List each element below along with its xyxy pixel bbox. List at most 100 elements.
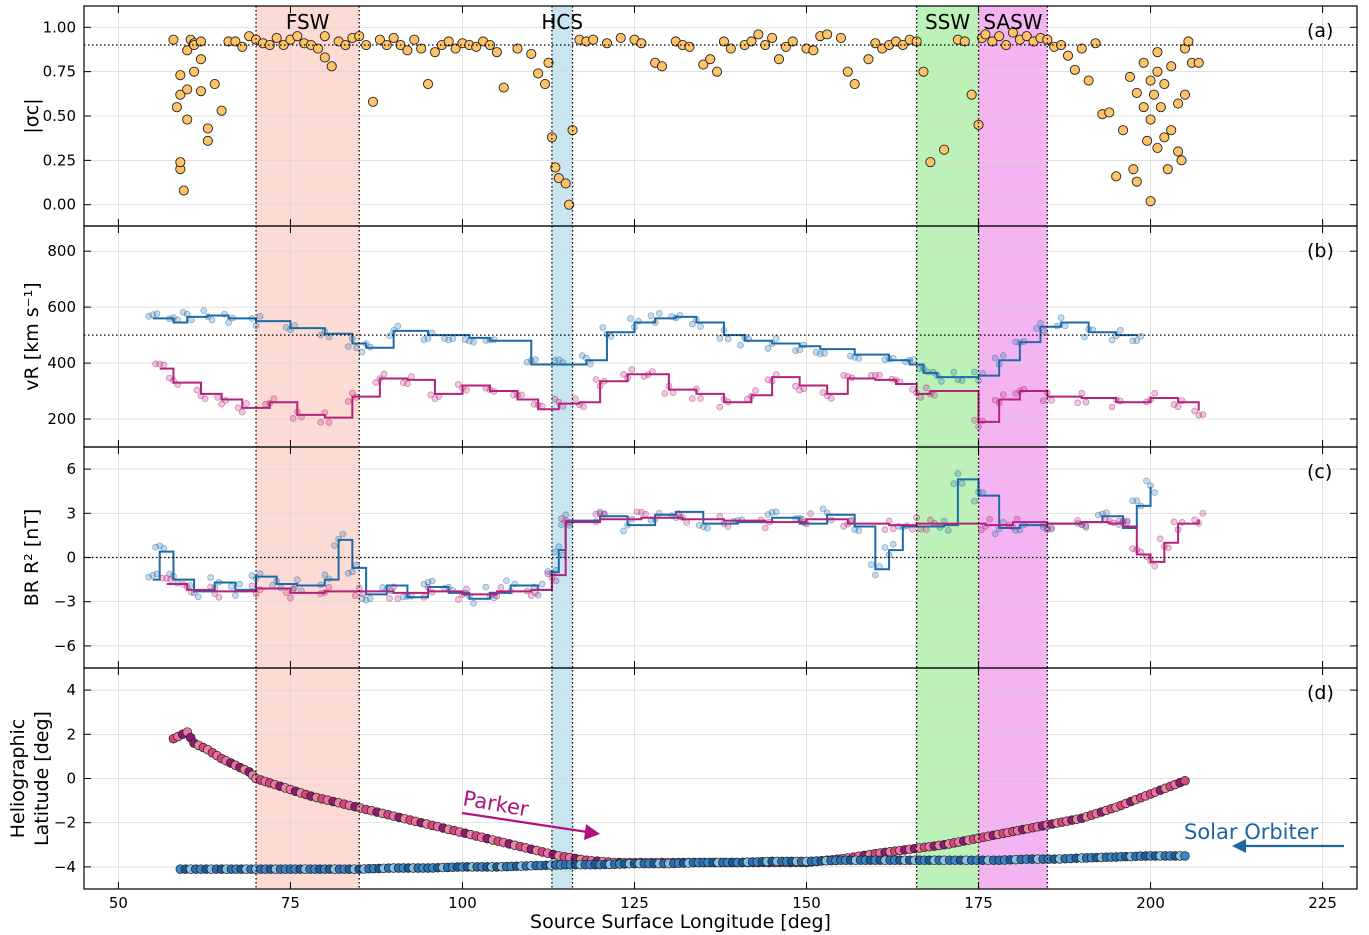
data-point-c-0 [555,543,563,550]
region-label-ssw: SSW [925,10,970,34]
data-point-c-0 [482,583,490,591]
data-point-b-1 [289,415,297,422]
region-label-hcs: HCS [541,10,583,34]
y-tick-label: 4 [66,681,76,699]
y-tick-label: 600 [47,298,76,316]
data-point-b-1 [1151,389,1158,397]
data-point-a [1152,66,1163,77]
data-point-b-0 [587,360,594,368]
data-point-b-1 [156,360,163,368]
data-point-b-0 [424,335,432,342]
data-point-a [808,45,819,56]
data-point-c-0 [470,599,477,607]
data-point-a [705,54,716,65]
data-point-b-0 [847,352,854,360]
data-point-a [312,43,324,54]
data-point-c-1 [215,593,223,601]
data-point-a [698,59,709,70]
data-point-b-0 [607,333,615,340]
data-point-b-1 [792,382,799,390]
data-point-c-0 [152,543,159,551]
data-point-c-0 [503,577,510,584]
data-point-b-0 [1116,327,1124,334]
data-point-c-0 [620,527,627,535]
panel-letter-a: (a) [1307,20,1333,42]
data-point-b-1 [840,371,847,379]
data-point-b-0 [420,336,428,343]
data-point-b-0 [200,307,208,314]
data-point-b-1 [716,403,724,411]
data-point-b-1 [408,373,415,380]
data-point-b-1 [572,395,579,403]
data-point-b-0 [358,348,366,356]
data-point-b-0 [445,336,452,344]
data-point-a [787,36,798,47]
data-point-a [753,29,764,40]
labels: FSW HCS SSW SASW 0.00 0.25 0.50 0.75 1.00 (a) |σc|… [7,10,1344,933]
data-point-b-0 [153,310,161,317]
data-point-b-0 [1037,320,1044,327]
data-point-a [1090,38,1101,49]
data-point-c-1 [642,510,649,518]
data-point-b-1 [827,394,835,402]
data-point-c-1 [463,585,470,593]
data-point-a [209,79,220,90]
data-point-c-0 [551,548,558,556]
data-point-a [1007,27,1018,38]
y-tick-label: 0.25 [43,151,76,169]
data-point-b-1 [518,391,525,399]
data-point-c-0 [872,571,879,579]
annotation-arrowhead-parker [584,824,600,840]
data-point-c-0 [149,571,157,579]
data-point-a [182,45,193,56]
data-point-a [178,185,189,196]
data-point-a [1083,75,1094,86]
data-point-b-1 [909,386,916,393]
data-point-a [636,38,647,49]
data-point-a [553,173,564,184]
data-point-b-1 [876,371,883,379]
data-point-c-0 [331,542,338,550]
data-point-c-1 [917,525,925,533]
data-point-a [450,43,461,54]
data-point-a [539,79,551,90]
data-point-a [326,61,337,72]
data-point-b-1 [160,361,168,369]
data-point-a [773,54,785,65]
data-point-b-1 [427,391,435,399]
data-point-c-0 [958,480,966,487]
data-point-a [601,38,613,49]
data-point-b-1 [800,385,808,393]
data-point-c-1 [325,583,333,591]
data-point-a [1069,64,1080,75]
data-point-a [175,89,186,100]
data-point-b-0 [461,336,469,343]
data-point-c-1 [552,577,560,585]
data-point-c-1 [497,584,505,591]
data-point-b-0 [958,377,966,384]
data-point-a [175,157,186,168]
data-point-c-1 [807,510,814,517]
y-tick-label: 6 [66,460,76,478]
data-point-b-0 [697,323,704,330]
data-point-a [560,178,571,189]
data-point-c-1 [986,516,993,523]
data-point-b-1 [979,417,986,425]
y-tick-label: 1.00 [43,18,76,36]
data-point-a [918,66,929,77]
data-point-c-0 [227,583,235,590]
data-point-b-1 [931,392,938,399]
data-point-b-0 [1108,336,1116,344]
data-point-a [195,86,207,97]
panel-letter-c: (c) [1307,461,1332,483]
data-point-a [202,135,213,146]
data-point-a [1128,164,1139,175]
data-point-d-1 [1180,851,1190,861]
data-point-b-1 [688,395,696,402]
data-point-c-1 [1156,535,1164,543]
data-point-a [237,41,248,52]
region-label-sasw: SASW [983,10,1042,34]
data-point-c-0 [1151,489,1158,496]
data-point-c-0 [194,593,202,601]
data-point-c-1 [424,583,432,591]
